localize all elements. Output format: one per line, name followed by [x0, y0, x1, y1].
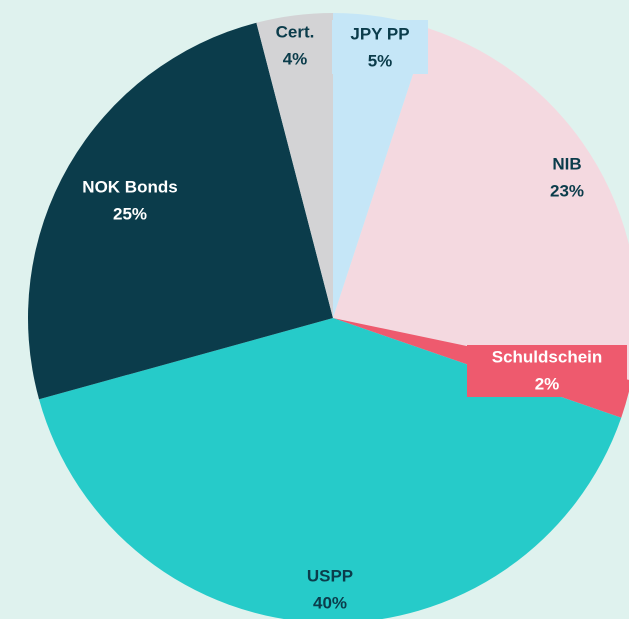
pie-slice: [28, 22, 334, 400]
slice-label: NOK Bonds: [82, 177, 177, 196]
slice-value-label: 25%: [113, 204, 147, 223]
slice-label: Schuldschein: [492, 347, 603, 366]
slice-value-label: 5%: [368, 51, 393, 70]
pie-slice: [333, 13, 429, 318]
label-box: [332, 20, 428, 74]
pie-slice: [256, 13, 333, 318]
slice-label: Cert.: [276, 22, 315, 41]
slice-label: USPP: [307, 566, 353, 585]
slice-label: NIB: [552, 154, 581, 173]
label-box: [467, 345, 627, 397]
slice-value-label: 4%: [283, 49, 308, 68]
slice-value-label: 23%: [550, 181, 584, 200]
slice-value-label: 2%: [535, 374, 560, 393]
slice-label: JPY PP: [350, 24, 409, 43]
pie-slice: [333, 28, 629, 380]
slice-value-label: 40%: [313, 593, 347, 612]
